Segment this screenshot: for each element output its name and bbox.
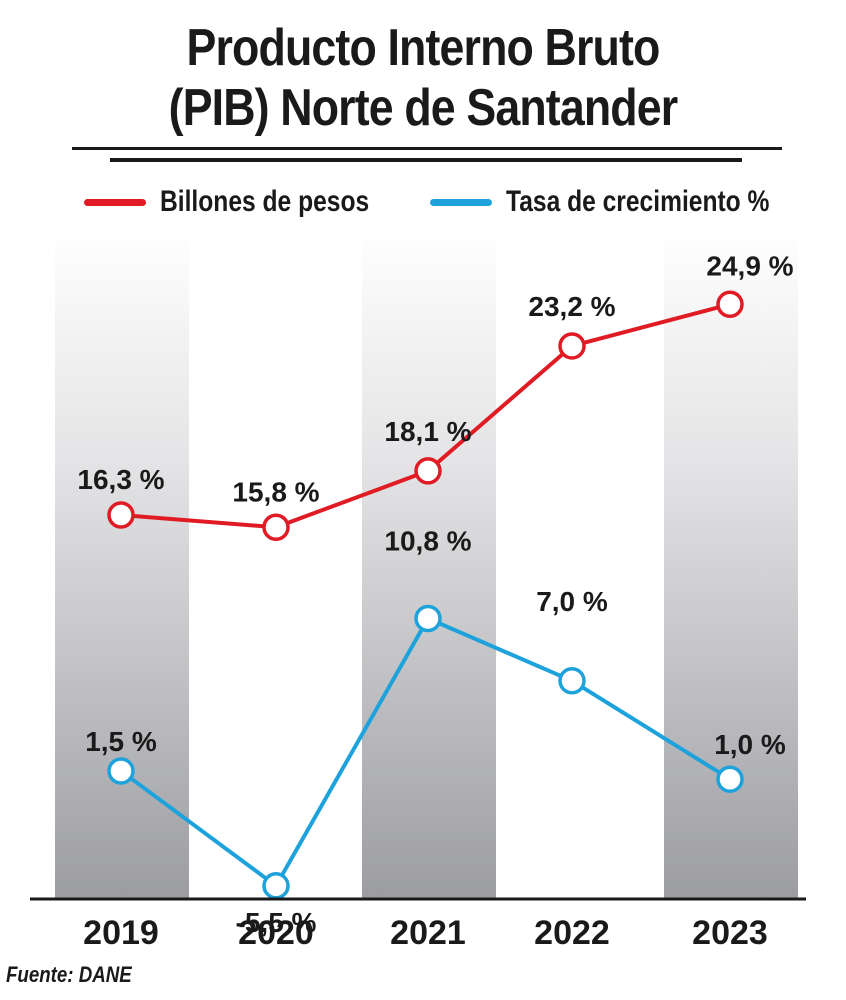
- data-point-tasa-2022: [558, 667, 586, 695]
- legend-label-tasa: Tasa de crecimiento %: [506, 185, 770, 218]
- data-label-billones-2021: 18,1 %: [384, 416, 471, 447]
- legend: Billones de pesos Tasa de crecimiento %: [0, 182, 846, 222]
- chart-title: Producto Interno Bruto (PIB) Norte de Sa…: [59, 18, 787, 138]
- data-label-billones-2019: 16,3 %: [77, 464, 164, 495]
- data-point-tasa-2023: [716, 765, 744, 793]
- data-label-billones-2023: 24,9 %: [706, 250, 793, 281]
- data-label-tasa-2020: -5,5 %: [236, 907, 317, 938]
- data-point-tasa-2019: [107, 757, 135, 785]
- data-label-tasa-2019: 1,5 %: [85, 726, 157, 757]
- x-tick-label-2021: 2021: [390, 914, 466, 952]
- legend-item-billones: Billones de pesos: [84, 182, 415, 222]
- x-tick-label-2020: 2020: [238, 914, 314, 952]
- legend-swatch-red: [84, 198, 146, 206]
- data-label-billones-2020: 15,8 %: [232, 476, 319, 507]
- title-line-1: Producto Interno Bruto: [186, 19, 661, 77]
- x-tick-label-2023: 2023: [692, 914, 768, 952]
- legend-swatch-blue: [430, 198, 492, 206]
- data-label-billones-2022: 23,2 %: [528, 291, 615, 322]
- x-tick-label-2019: 2019: [83, 914, 159, 952]
- title-rule-bottom: [110, 158, 742, 162]
- data-point-billones-2019: [107, 501, 135, 529]
- legend-label-billones: Billones de pesos: [160, 185, 370, 218]
- data-label-tasa-2021: 10,8 %: [384, 525, 471, 556]
- data-point-billones-2022: [558, 332, 586, 360]
- data-point-tasa-2020: [262, 872, 290, 900]
- year-band-2019: [55, 227, 189, 899]
- year-band-2023: [664, 227, 798, 899]
- source-note: Fuente: DANE: [6, 962, 132, 987]
- data-label-tasa-2023: 1,0 %: [714, 729, 786, 760]
- data-point-tasa-2021: [414, 604, 442, 633]
- data-point-billones-2020: [262, 513, 290, 541]
- title-line-2: (PIB) Norte de Santander: [168, 79, 678, 137]
- data-point-billones-2023: [716, 290, 744, 319]
- title-rule-top: [72, 147, 782, 150]
- legend-item-tasa: Tasa de crecimiento %: [430, 182, 827, 222]
- x-tick-label-2022: 2022: [534, 914, 610, 952]
- data-label-tasa-2022: 7,0 %: [536, 586, 608, 617]
- data-point-billones-2021: [414, 457, 442, 485]
- year-band-2021: [362, 227, 496, 899]
